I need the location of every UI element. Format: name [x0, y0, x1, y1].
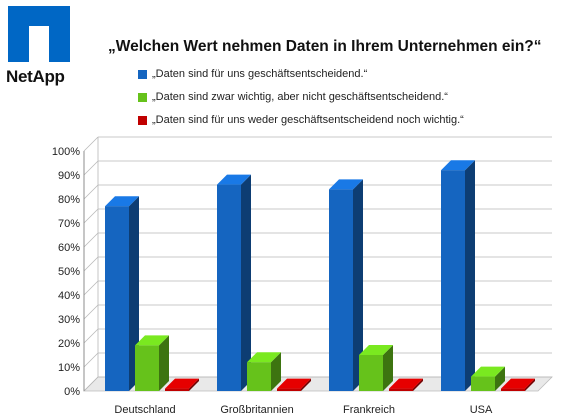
bar: [247, 362, 271, 391]
gridline-side: [83, 208, 99, 224]
x-tick-label: Frankreich: [343, 404, 395, 416]
bar-side: [495, 366, 505, 391]
gridline-side: [83, 304, 99, 320]
legend-label-important: „Daten sind zwar wichtig, aber nicht ges…: [152, 91, 448, 103]
gridline-side: [83, 232, 99, 248]
bar-top: [471, 366, 505, 377]
legend-label-unimportant: „Daten sind für uns weder geschäftsentsc…: [152, 114, 464, 126]
y-tick-label: 80%: [58, 194, 80, 206]
legend-item-unimportant: „Daten sind für uns weder geschäftsentsc…: [138, 110, 464, 130]
bar-top: [165, 378, 199, 389]
bar-side: [301, 378, 311, 391]
bar-side: [383, 345, 393, 391]
gridline-side: [83, 280, 99, 296]
y-tick-label: 100%: [52, 146, 80, 158]
legend-item-important: „Daten sind zwar wichtig, aber nicht ges…: [138, 87, 464, 107]
legend: „Daten sind für uns geschäftsentscheiden…: [138, 64, 464, 133]
gridline-side: [83, 256, 99, 272]
y-tick-label: 70%: [58, 218, 80, 230]
x-tick-label: Deutschland: [114, 404, 175, 416]
y-tick-label: 0%: [64, 386, 80, 398]
y-tick-label: 90%: [58, 170, 80, 182]
netapp-logo-icon: [8, 6, 70, 62]
x-tick-label: USA: [470, 404, 493, 416]
bar-side: [271, 352, 281, 391]
chart-title: „Welchen Wert nehmen Daten in Ihrem Unte…: [108, 38, 542, 55]
bar-top: [217, 174, 251, 185]
bar-side: [353, 179, 363, 391]
bar: [217, 184, 241, 391]
bar-top: [441, 160, 475, 171]
gridline-side: [83, 352, 99, 368]
bar-top: [135, 335, 169, 346]
bar: [135, 345, 159, 391]
bar: [165, 388, 189, 391]
y-tick-label: 50%: [58, 266, 80, 278]
legend-swatch-critical: [138, 69, 147, 79]
bar-side: [525, 378, 535, 391]
bar-top: [105, 196, 139, 207]
bar-side: [465, 160, 475, 391]
logo-wordmark: NetApp: [6, 67, 65, 86]
y-tick-label: 30%: [58, 314, 80, 326]
legend-swatch-unimportant: [138, 115, 147, 125]
bar-side: [159, 335, 169, 391]
gridline-side: [83, 328, 99, 344]
bar-top: [277, 378, 311, 389]
y-tick-label: 20%: [58, 338, 80, 350]
bar-top: [329, 179, 363, 190]
netapp-logo: NetApp: [4, 6, 76, 88]
gridline-side: [83, 160, 99, 176]
bar: [389, 388, 413, 391]
legend-item-critical: „Daten sind für uns geschäftsentscheiden…: [138, 64, 464, 84]
gridline-side: [83, 136, 99, 152]
bar: [105, 206, 129, 391]
bar: [277, 388, 301, 391]
gridline-side: [83, 376, 99, 392]
bar-top: [389, 378, 423, 389]
bar: [501, 388, 525, 391]
legend-label-critical: „Daten sind für uns geschäftsentscheiden…: [152, 68, 368, 80]
bar-top: [501, 378, 535, 389]
bar-side: [129, 196, 139, 391]
bar: [329, 189, 353, 391]
bar-side: [413, 378, 423, 391]
legend-swatch-important: [138, 92, 147, 102]
x-tick-label: Großbritannien: [220, 404, 293, 416]
bar-top: [247, 352, 281, 363]
gridline-side: [83, 184, 99, 200]
y-tick-label: 10%: [58, 362, 80, 374]
bar-side: [241, 174, 251, 391]
bar: [471, 376, 495, 391]
y-tick-label: 60%: [58, 242, 80, 254]
bar-top: [359, 345, 393, 355]
bar: [359, 355, 383, 391]
bar-side: [189, 378, 199, 391]
bar: [441, 170, 465, 391]
y-tick-label: 40%: [58, 290, 80, 302]
